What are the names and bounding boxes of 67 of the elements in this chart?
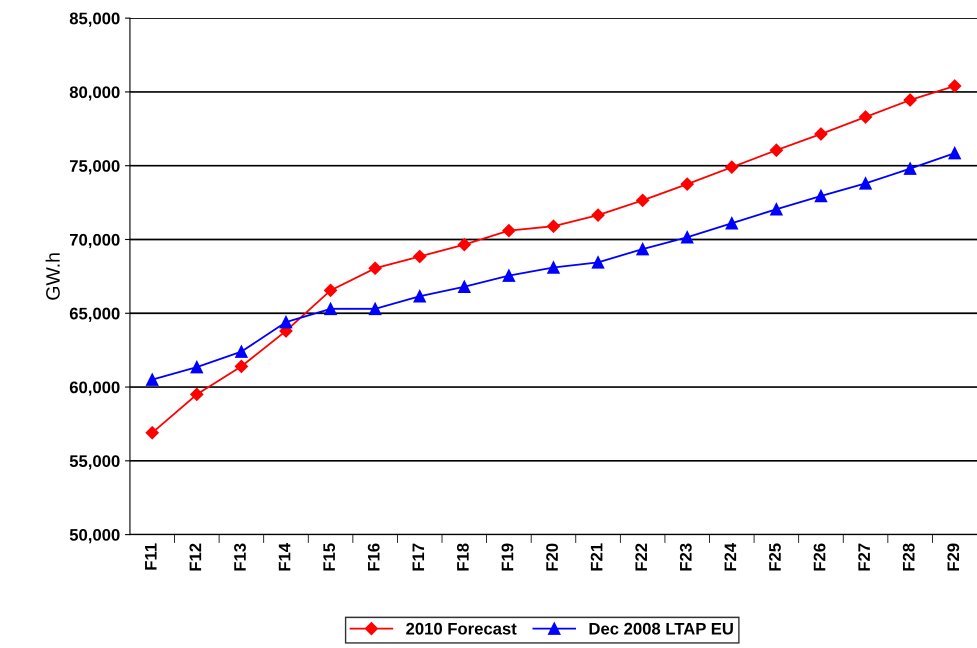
legend-label: Dec 2008 LTAP EU [590,622,733,635]
x-tick-label: F14 [278,543,290,571]
point [190,360,204,374]
point [636,194,650,207]
point [591,208,605,222]
point [814,190,828,202]
point [725,160,738,174]
x-tick-label: F16 [368,544,380,571]
y-tick-label: 80,000 [70,86,120,101]
legend-label: 2010 Forecast [406,622,517,635]
point [948,79,962,93]
x-tick-label: F19 [502,544,514,571]
point [770,202,783,216]
point [858,110,872,124]
x-tick-label: F13 [234,544,246,571]
y-axis-title: GW.h [46,253,60,300]
y-tick-label: 85,000 [70,12,120,27]
point [547,261,560,274]
point [324,302,337,316]
point [413,290,426,303]
point [770,144,783,157]
point [948,146,961,160]
point [234,360,248,373]
point [413,250,426,264]
point [904,93,917,107]
y-tick-label: 70,000 [70,234,120,248]
x-tick-label: F23 [680,544,692,571]
point [458,238,471,252]
point [546,220,560,233]
x-tick-label: F18 [456,543,469,571]
x-tick-label: F25 [769,543,781,571]
x-tick-label: F17 [412,544,424,571]
point [592,256,604,269]
x-tick-label: F29 [947,544,960,571]
point [324,284,338,297]
point [368,262,382,275]
y-tick-label: 60,000 [70,381,120,396]
y-tick-label: 55,000 [70,455,120,470]
point [502,269,516,282]
x-tick-label: F28 [902,543,915,571]
point [726,217,738,230]
x-tick-label: F26 [814,544,826,571]
point [235,345,248,358]
x-tick-label: F11 [145,543,157,570]
point [859,177,872,190]
point [146,373,158,386]
point [904,162,916,175]
point [680,178,694,191]
point [146,426,159,440]
x-tick-label: F12 [189,544,202,571]
point [368,302,382,316]
x-tick-label: F22 [635,544,647,571]
point [636,242,649,256]
point [502,224,516,238]
point [680,231,694,244]
x-tick-label: F27 [858,544,870,571]
x-tick-label: F21 [590,543,602,571]
point [458,280,471,293]
point [280,316,292,328]
y-tick-label: 65,000 [70,308,120,322]
y-tick-label: 75,000 [70,160,120,174]
point [814,127,828,141]
point [190,388,204,402]
x-tick-label: F15 [323,543,336,571]
x-tick-label: F20 [546,544,558,571]
y-tick-label: 50,000 [70,529,120,544]
x-tick-label: F24 [724,543,736,571]
